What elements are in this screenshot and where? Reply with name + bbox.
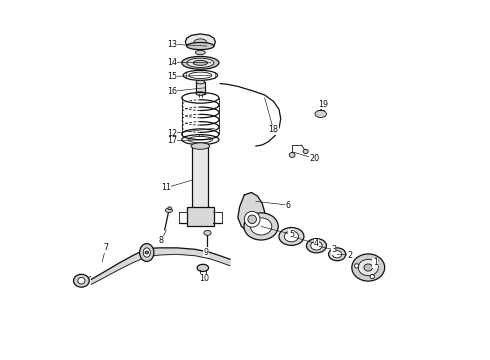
- Ellipse shape: [145, 251, 148, 254]
- Ellipse shape: [182, 57, 219, 69]
- Text: 15: 15: [167, 72, 177, 81]
- Ellipse shape: [244, 213, 278, 240]
- Ellipse shape: [197, 264, 209, 271]
- Ellipse shape: [284, 231, 298, 242]
- Ellipse shape: [140, 244, 154, 261]
- Text: 11: 11: [161, 183, 171, 192]
- Ellipse shape: [333, 251, 342, 258]
- Ellipse shape: [248, 215, 256, 224]
- Ellipse shape: [193, 60, 207, 65]
- Bar: [187, 207, 214, 226]
- Text: 3: 3: [331, 245, 336, 254]
- Text: 4: 4: [314, 239, 319, 248]
- Ellipse shape: [250, 218, 272, 235]
- Ellipse shape: [289, 153, 295, 157]
- Ellipse shape: [358, 259, 378, 276]
- Ellipse shape: [168, 207, 172, 210]
- Circle shape: [370, 274, 374, 279]
- Text: 6: 6: [285, 201, 291, 210]
- Circle shape: [374, 258, 378, 262]
- Polygon shape: [238, 193, 265, 231]
- Text: 18: 18: [269, 126, 279, 135]
- Text: 5: 5: [289, 230, 294, 239]
- Ellipse shape: [187, 58, 214, 67]
- Ellipse shape: [74, 274, 89, 287]
- Ellipse shape: [196, 92, 205, 95]
- Text: 7: 7: [103, 243, 108, 252]
- Ellipse shape: [245, 211, 260, 227]
- Ellipse shape: [194, 39, 207, 46]
- Text: 17: 17: [167, 136, 177, 145]
- Ellipse shape: [279, 228, 304, 246]
- Ellipse shape: [204, 230, 211, 235]
- Text: 16: 16: [167, 87, 177, 96]
- Ellipse shape: [364, 264, 372, 271]
- Ellipse shape: [311, 242, 322, 250]
- Text: 2: 2: [348, 251, 353, 260]
- Ellipse shape: [306, 239, 326, 253]
- Text: 10: 10: [199, 274, 209, 283]
- Ellipse shape: [315, 111, 326, 117]
- Text: 13: 13: [167, 40, 177, 49]
- Ellipse shape: [303, 149, 308, 154]
- Text: 12: 12: [167, 129, 177, 138]
- Ellipse shape: [143, 248, 150, 257]
- Ellipse shape: [196, 50, 205, 55]
- Ellipse shape: [78, 278, 85, 284]
- Ellipse shape: [187, 42, 214, 50]
- Ellipse shape: [165, 208, 172, 212]
- Ellipse shape: [352, 254, 385, 281]
- Text: 19: 19: [318, 100, 329, 109]
- Text: 20: 20: [310, 154, 319, 163]
- Bar: [193, 144, 208, 212]
- Bar: [196, 82, 205, 94]
- Circle shape: [354, 264, 359, 268]
- Ellipse shape: [196, 80, 205, 84]
- Text: 9: 9: [203, 248, 208, 257]
- Text: 8: 8: [159, 236, 164, 245]
- Polygon shape: [92, 249, 147, 284]
- Text: 1: 1: [373, 258, 378, 267]
- Polygon shape: [147, 248, 230, 266]
- Ellipse shape: [191, 143, 210, 149]
- Ellipse shape: [329, 248, 346, 261]
- Polygon shape: [185, 34, 215, 46]
- Text: 14: 14: [167, 58, 177, 67]
- Ellipse shape: [322, 100, 328, 105]
